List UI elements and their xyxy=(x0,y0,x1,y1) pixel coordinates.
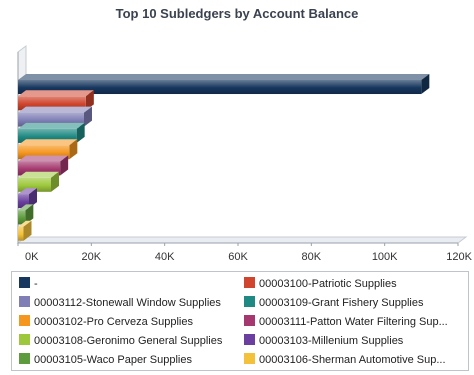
legend-item: - xyxy=(19,276,239,292)
bar-6-end-face xyxy=(60,155,69,176)
legend-swatch xyxy=(19,296,30,307)
legend-label: - xyxy=(34,278,38,290)
bar-chart-plot: -: 11000000003100-Patriotic Supplies: 18… xyxy=(16,45,473,263)
legend-label: 00003109-Grant Fishery Supplies xyxy=(259,297,424,309)
bar-7-end-face xyxy=(51,171,59,192)
legend-item: 00003108-Geronimo General Supplies xyxy=(19,333,239,349)
legend-label: 00003111-Patton Water Filtering Sup... xyxy=(259,316,448,328)
legend-label: 00003103-Millenium Supplies xyxy=(259,335,404,347)
legend-label: 00003102-Pro Cerveza Supplies xyxy=(34,316,193,328)
x-tick-label: 0K xyxy=(25,251,39,263)
legend-swatch xyxy=(244,315,255,326)
legend-label: 00003112-Stonewall Window Supplies xyxy=(34,297,221,309)
bar-8-top-face xyxy=(18,188,37,195)
legend-item: 00003100-Patriotic Supplies xyxy=(244,276,464,292)
legend-swatch xyxy=(244,277,255,288)
x-tick-label: 80K xyxy=(302,251,322,263)
bar-10-top-face xyxy=(18,220,32,227)
legend-swatch xyxy=(244,334,255,345)
legend-swatch xyxy=(244,296,255,307)
bar-8: 00003103-Millenium Supplies: 3000 xyxy=(18,194,29,209)
chart-floor xyxy=(16,236,468,244)
legend-swatch xyxy=(19,315,30,326)
bar-2-top-face xyxy=(18,90,94,97)
bar-9-top-face xyxy=(18,204,34,211)
bar-4-end-face xyxy=(76,122,85,143)
bar-1-top-face xyxy=(18,74,430,80)
x-tick-label: 40K xyxy=(155,251,175,263)
legend-swatch xyxy=(19,277,30,288)
legend-item: 00003112-Stonewall Window Supplies xyxy=(19,295,239,311)
bar-3-end-face xyxy=(84,106,92,127)
bar-4-top-face xyxy=(18,122,85,129)
bar-6-top-face xyxy=(18,155,69,162)
bar-9-end-face xyxy=(25,204,34,225)
legend-item: 00003109-Grant Fishery Supplies xyxy=(244,295,464,311)
bar-2-end-face xyxy=(85,90,94,111)
legend-label: 00003106-Sherman Automotive Sup... xyxy=(259,354,446,366)
legend-swatch xyxy=(244,353,255,364)
legend-item: 00003106-Sherman Automotive Sup... xyxy=(244,352,464,368)
legend-item: 00003105-Waco Paper Supplies xyxy=(19,352,239,368)
bar-10-end-face xyxy=(23,220,32,241)
bar-7-top-face xyxy=(18,171,59,178)
bar-1-end-face xyxy=(421,74,430,95)
x-tick-label: 120K xyxy=(446,251,472,263)
x-tick-label: 60K xyxy=(228,251,248,263)
bar-5-top-face xyxy=(18,139,78,146)
legend-label: 00003100-Patriotic Supplies xyxy=(259,278,397,290)
legend-label: 00003105-Waco Paper Supplies xyxy=(34,354,192,366)
x-tick-label: 100K xyxy=(372,251,398,263)
legend-item: 00003103-Millenium Supplies xyxy=(244,333,464,349)
bar-1: -: 110000 xyxy=(18,80,422,95)
bar-5-end-face xyxy=(69,139,78,160)
legend-swatch xyxy=(19,334,30,345)
bar-10: 00003106-Sherman Automotive Sup...: 1500 xyxy=(18,226,24,241)
legend-label: 00003108-Geronimo General Supplies xyxy=(34,335,223,347)
legend-item: 00003102-Pro Cerveza Supplies xyxy=(19,314,239,330)
bar-9: 00003105-Waco Paper Supplies: 2000 xyxy=(18,210,26,225)
legend-swatch xyxy=(19,353,30,364)
bar-8-end-face xyxy=(29,188,37,209)
x-tick-label: 20K xyxy=(82,251,102,263)
bar-3-top-face xyxy=(18,106,92,113)
chart-legend: - 00003100-Patriotic Supplies 00003112-Sto… xyxy=(11,271,469,371)
legend-item: 00003111-Patton Water Filtering Sup... xyxy=(244,314,464,330)
chart-title: Top 10 Subledgers by Account Balance xyxy=(115,6,359,21)
